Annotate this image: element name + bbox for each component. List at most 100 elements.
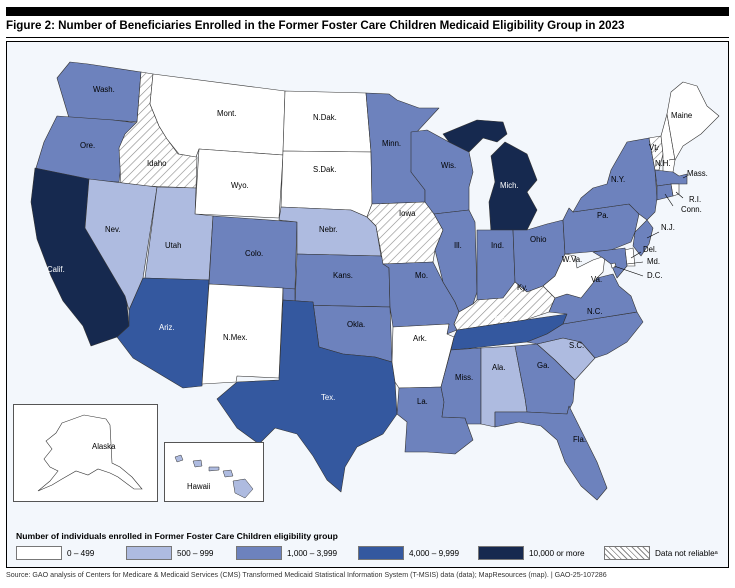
state-label-wis: Wis.	[441, 161, 456, 170]
state-shape-fla	[494, 405, 608, 501]
legend-label-data-not-reliable: Data not reliableᵃ	[655, 548, 718, 558]
state-shape-hawaii	[174, 454, 254, 499]
map-panel: Wash. Ore. Calif. Idaho Nev. Mont. Wyo. …	[6, 41, 729, 568]
legend-item-data-not-reliable: Data not reliableᵃ	[604, 545, 718, 561]
state-label-tenn: Tenn.	[493, 315, 512, 324]
state-shape-mich	[442, 119, 538, 233]
legend-label-0-499: 0 – 499	[67, 548, 95, 558]
state-label-del: Del.	[643, 245, 657, 254]
state-label-ri: R.I.	[689, 195, 701, 204]
legend-swatch-data-not-reliable	[604, 546, 650, 560]
hawaii-island-maui	[222, 469, 234, 478]
alaska-map: Alaska	[37, 414, 143, 492]
state-label-ny: N.Y.	[611, 175, 625, 184]
state-label-dc: D.C.	[647, 271, 663, 280]
state-label-iowa: Iowa	[399, 209, 416, 218]
state-label-mass: Mass.	[687, 169, 708, 178]
state-shape-tex	[216, 299, 398, 493]
state-shape-wyo	[194, 148, 284, 219]
hawaii-inset: Hawaii	[164, 442, 264, 502]
state-label-nc: N.C.	[587, 307, 603, 316]
state-label-pa: Pa.	[597, 211, 609, 220]
leader-line-conn	[664, 193, 674, 207]
source-note: Source: GAO analysis of Centers for Medi…	[6, 571, 607, 579]
state-label-ga: Ga.	[537, 361, 550, 370]
state-label-ore: Ore.	[80, 141, 95, 150]
state-label-va: Va.	[591, 275, 602, 284]
state-label-minn: Minn.	[382, 139, 401, 148]
state-label-tex: Tex.	[321, 393, 335, 402]
legend-item-500-999: 500 – 999	[126, 545, 213, 561]
state-label-mich: Mich.	[500, 181, 519, 190]
hawaii-island-oahu	[192, 459, 203, 468]
legend-label-500-999: 500 – 999	[177, 548, 214, 558]
leader-line-nj	[646, 231, 660, 239]
legend-swatch-500-999	[126, 546, 172, 560]
legend-item-0-499: 0 – 499	[16, 545, 94, 561]
hawaii-island-molokai	[208, 466, 220, 472]
state-label-ariz: Ariz.	[159, 323, 175, 332]
legend-item-10000-plus: 10,000 or more	[478, 545, 585, 561]
leader-line-nh	[668, 158, 676, 161]
state-shape-wis	[410, 129, 474, 215]
leader-line-del	[630, 251, 642, 259]
state-label-nebr: Nebr.	[319, 225, 338, 234]
leader-line-md	[626, 261, 644, 265]
state-label-maine: Maine	[671, 111, 692, 120]
state-shape-vt	[648, 135, 664, 171]
legend-swatch-4000-9999	[358, 546, 404, 560]
state-label-utah: Utah	[165, 241, 181, 250]
legend-label-10000-plus: 10,000 or more	[529, 548, 585, 558]
state-shape-md	[592, 247, 628, 279]
legend-swatch-10000-plus	[478, 546, 524, 560]
us-map: Wash. Ore. Calif. Idaho Nev. Mont. Wyo. …	[30, 61, 720, 501]
leader-line-vt	[654, 145, 660, 153]
state-label-hawaii: Hawaii	[187, 482, 211, 491]
state-label-idaho: Idaho	[147, 159, 167, 168]
legend-item-1000-3999: 1,000 – 3,999	[236, 545, 337, 561]
state-label-okla: Okla.	[347, 320, 365, 329]
leader-line-dc	[613, 265, 644, 277]
legend-label-1000-3999: 1,000 – 3,999	[287, 548, 338, 558]
state-label-wva: W.Va.	[562, 255, 582, 264]
hawaii-island-kauai	[174, 454, 184, 463]
hawaii-island-big	[232, 478, 254, 499]
state-shape-nj	[632, 219, 654, 257]
state-label-ala: Ala.	[492, 363, 505, 372]
hawaii-map: Hawaii	[174, 454, 254, 499]
state-label-vt: Vt.	[649, 143, 659, 152]
state-label-miss: Miss.	[455, 373, 473, 382]
state-shape-pa	[562, 203, 640, 255]
state-label-fla: Fla.	[573, 435, 586, 444]
state-label-ark: Ark.	[413, 334, 427, 343]
state-label-ky: Ky.	[517, 283, 528, 292]
state-label-sdak: S.Dak.	[313, 165, 336, 174]
legend-title: Number of individuals enrolled in Former…	[16, 531, 338, 541]
state-label-mo: Mo.	[415, 271, 428, 280]
state-label-mont: Mont.	[217, 109, 237, 118]
state-shape-conn	[656, 183, 674, 201]
state-label-nh: N.H.	[655, 159, 671, 168]
state-label-kans: Kans.	[333, 271, 353, 280]
state-shape-mass	[654, 169, 688, 187]
state-shape-kans	[294, 253, 391, 308]
legend-item-4000-9999: 4,000 – 9,999	[358, 545, 459, 561]
alaska-inset: Alaska	[13, 404, 158, 502]
state-shape-wva	[542, 253, 606, 299]
figure-title: Figure 2: Number of Beneficiaries Enroll…	[6, 19, 625, 32]
legend-label-4000-9999: 4,000 – 9,999	[409, 548, 460, 558]
state-label-sc: S.C.	[569, 341, 584, 350]
leader-line-ri	[675, 191, 684, 199]
state-shape-dc	[610, 262, 617, 269]
state-label-colo: Colo.	[245, 249, 263, 258]
legend-swatch-0-499	[16, 546, 62, 560]
state-label-nj: N.J.	[661, 223, 675, 232]
state-label-alaska: Alaska	[92, 442, 116, 451]
state-label-wyo: Wyo.	[231, 181, 249, 190]
state-label-md: Md.	[647, 257, 660, 266]
state-label-conn: Conn.	[681, 205, 702, 214]
state-label-nev: Nev.	[105, 225, 120, 234]
state-label-la: La.	[417, 397, 428, 406]
state-shape-alaska	[37, 414, 143, 492]
state-shape-maine	[666, 81, 720, 161]
